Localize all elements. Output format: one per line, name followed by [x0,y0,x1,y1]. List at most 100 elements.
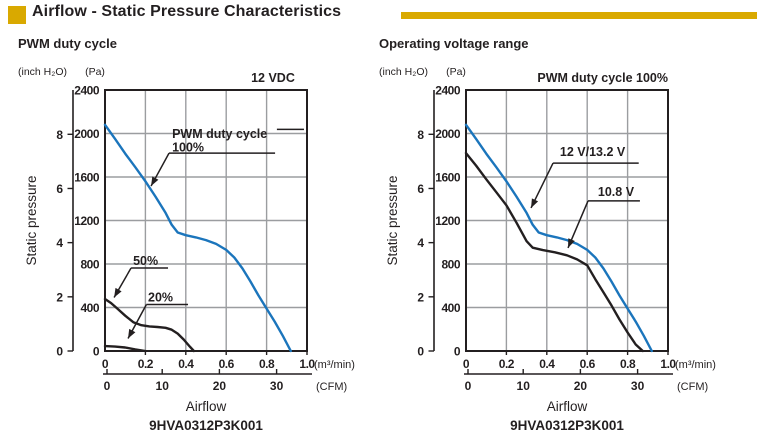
model-number: 9HVA0312P3K001 [510,418,624,433]
callout-arrowhead [568,238,575,248]
curve-50 [103,297,196,353]
x-tick-label: 1.0 [299,357,315,371]
pa-axis: 0 400 800 1200 1600 2000 2400 (Pa) [435,66,466,359]
inch-h2o-axis: 0 2 4 6 8 (inch H₂O) [379,66,435,359]
pa-tick-label: 2000 [74,127,100,141]
callout-label: PWM duty cycle [172,127,267,141]
curve-20 [103,344,147,353]
pa-tick-label: 400 [80,301,99,315]
accent-square-icon [8,6,26,24]
x-tick-label: 1.0 [660,357,676,371]
y-axis-title: Static pressure [24,175,39,265]
corner-label: PWM duty cycle 100% [537,71,668,85]
cfm-tick-label: 20 [574,379,588,393]
curves [464,123,653,353]
accent-bar [401,12,757,19]
figure-title: Airflow - Static Pressure Characteristic… [32,3,342,20]
pa-tick-label: 2400 [74,84,100,98]
plot-border [104,89,308,352]
pa-axis: 0 400 800 1200 1600 2000 2400 (Pa) [74,66,105,359]
cfm-tick-label: 30 [631,379,645,393]
curve-12-v-13.2-v [464,123,653,353]
x-axis: 0 0.2 0.4 0.6 0.8 1.0 (m³/min) [463,351,716,371]
pa-tick-label: 800 [80,258,99,272]
x-tick-label: 0 [102,357,109,371]
model-number: 9HVA0312P3K001 [149,418,263,433]
pa-tick-label: 1200 [74,214,100,228]
inch-h2o-axis: 0 2 4 6 8 (inch H₂O) [18,66,74,359]
x-tick-label: 0.6 [219,357,235,371]
figure-header: Airflow - Static Pressure Characteristic… [0,0,761,32]
cfm-tick-label: 20 [213,379,227,393]
x-tick-label: 0.2 [138,357,154,371]
x-tick-label: 0.2 [499,357,515,371]
x-axis-title: Airflow [547,399,588,414]
pa-unit-label: (Pa) [85,66,105,78]
cfm-axis: 0 10 20 30 (CFM) [103,369,347,393]
pa-tick-label: 2000 [435,127,461,141]
pa-unit-label: (Pa) [446,66,466,78]
inch-tick-label: 2 [56,290,63,304]
callout-label: 100% [172,141,204,155]
callout-label: 12 V/13.2 V [560,145,626,159]
pa-tick-label: 2400 [435,84,461,98]
inch-tick-label: 8 [56,128,63,142]
x-tick-label: 0.4 [539,357,555,371]
callout-arrowhead [128,328,136,339]
chart-subtitle: Operating voltage range [379,36,529,51]
x-tick-label: 0 [463,357,470,371]
grid-lines [466,90,668,351]
callout-label: 10.8 V [598,185,635,199]
cfm-tick-label: 0 [104,379,111,393]
callout: 12 V/13.2 V [530,145,639,209]
pa-tick-label: 1600 [435,171,461,185]
cfm-unit-label: (CFM) [316,381,347,393]
inch-tick-label: 0 [417,345,424,359]
x-tick-label: 0.8 [620,357,636,371]
inch-tick-label: 6 [417,182,424,196]
cfm-unit-label: (CFM) [677,381,708,393]
pa-tick-label: 0 [454,345,461,359]
cfm-tick-label: 0 [465,379,472,393]
pa-tick-label: 800 [441,258,460,272]
callout-arrowhead [151,176,159,187]
curves [103,123,292,353]
chart-subtitle: PWM duty cycle [18,36,117,51]
curve-10.8-v [464,151,644,353]
x-axis-title: Airflow [186,399,227,414]
chart-operating-voltage: Operating voltage range 0 400 800 1200 1600 2… [371,36,761,440]
cfm-tick-label: 10 [517,379,531,393]
pa-tick-label: 1200 [435,214,461,228]
plot-border [465,89,669,352]
inch-unit-label: (inch H₂O) [18,66,67,78]
cfm-tick-label: 30 [270,379,284,393]
inch-tick-label: 4 [417,236,424,250]
y-axis-title: Static pressure [385,175,400,265]
cfm-tick-label: 10 [156,379,170,393]
callout-arrowhead [531,198,539,208]
x-tick-label: 0.6 [580,357,596,371]
inch-tick-label: 0 [56,345,63,359]
callout-label: 20% [148,290,173,304]
callout-label: 50% [133,254,158,268]
callout: 50% [113,254,169,298]
x-tick-label: 0.8 [259,357,275,371]
inch-tick-label: 8 [417,128,424,142]
callout-arrowhead [114,287,122,298]
x-unit-label: (m³/min) [675,359,716,371]
corner-label: 12 VDC [251,71,295,85]
inch-tick-label: 2 [417,290,424,304]
cfm-axis: 0 10 20 30 (CFM) [464,369,708,393]
x-unit-label: (m³/min) [314,359,355,371]
x-tick-label: 0.4 [178,357,194,371]
chart-pwm-duty-cycle: PWM duty cycle 0 400 800 1200 1600 2000 2400 (P… [10,36,400,440]
pa-tick-label: 400 [441,301,460,315]
pa-tick-label: 1600 [74,171,100,185]
inch-tick-label: 4 [56,236,63,250]
inch-unit-label: (inch H₂O) [379,66,428,78]
x-axis: 0 0.2 0.4 0.6 0.8 1.0 (m³/min) [102,351,355,371]
callout: 10.8 V [567,185,640,249]
